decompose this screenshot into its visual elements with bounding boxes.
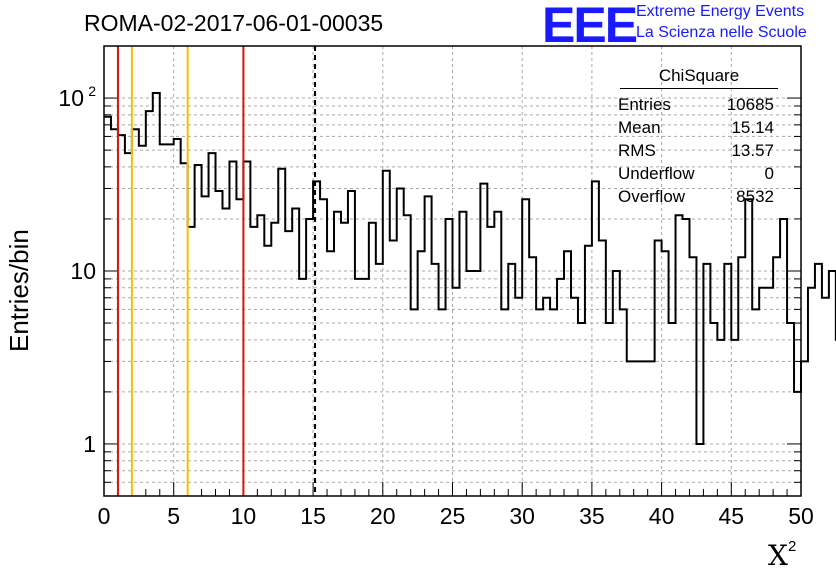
y-tick-label-sup: 2: [88, 83, 96, 99]
stats-value: 13.57: [731, 141, 774, 160]
vertical-markers: [116, 46, 317, 496]
stats-row-underflow: Underflow 0: [614, 162, 774, 185]
stats-row-rms: RMS 13.57: [614, 139, 774, 162]
stats-row-overflow: Overflow 8532: [614, 185, 774, 208]
x-tick-label: 25: [440, 503, 466, 529]
y-tick-label: 10: [70, 258, 96, 284]
x-tick-label: 40: [649, 503, 675, 529]
stats-row-mean: Mean 15.14: [614, 116, 774, 139]
stats-value: 15.14: [731, 118, 774, 137]
x-tick-label: 35: [579, 503, 605, 529]
x-axis-label: X2: [768, 538, 796, 572]
org-name-line1: Extreme Energy Events: [636, 3, 805, 20]
stats-label: Mean: [618, 118, 661, 137]
x-tick-label: 20: [370, 503, 396, 529]
x-axis-label-sup: 2: [787, 538, 797, 555]
stats-label: Entries: [618, 95, 671, 114]
plot-frame: [103, 45, 802, 497]
y-tick-label: 1: [83, 431, 96, 457]
stats-label: RMS: [618, 141, 656, 160]
x-tick-label: 30: [509, 503, 535, 529]
org-name-line2: La Scienza nelle Scuole: [636, 24, 807, 41]
x-tick-label: 0: [98, 503, 111, 529]
x-tick-label: 10: [231, 503, 257, 529]
x-tick-label: 50: [788, 503, 814, 529]
x-tick-label: 45: [719, 503, 745, 529]
stats-value: 0: [764, 164, 774, 183]
stats-row-entries: Entries 10685: [614, 93, 774, 116]
y-tick-label: 10: [58, 85, 84, 111]
stats-title: ChiSquare: [620, 66, 778, 89]
eee-logo: EEE: [542, 0, 638, 53]
stats-value: 10685: [726, 95, 774, 114]
stats-label: Underflow: [618, 164, 695, 183]
x-tick-label: 15: [300, 503, 326, 529]
stats-value: 8532: [736, 187, 774, 206]
x-tick-label: 5: [167, 503, 180, 529]
chart-title: ROMA-02-2017-06-01-00035: [84, 10, 384, 36]
stats-label: Overflow: [618, 187, 686, 206]
x-axis-label-text: X: [768, 539, 788, 572]
stats-box: ChiSquare Entries 10685 Mean 15.14 RMS 13.5…: [614, 66, 778, 208]
y-axis-label-text: Entries/bin: [4, 229, 34, 352]
